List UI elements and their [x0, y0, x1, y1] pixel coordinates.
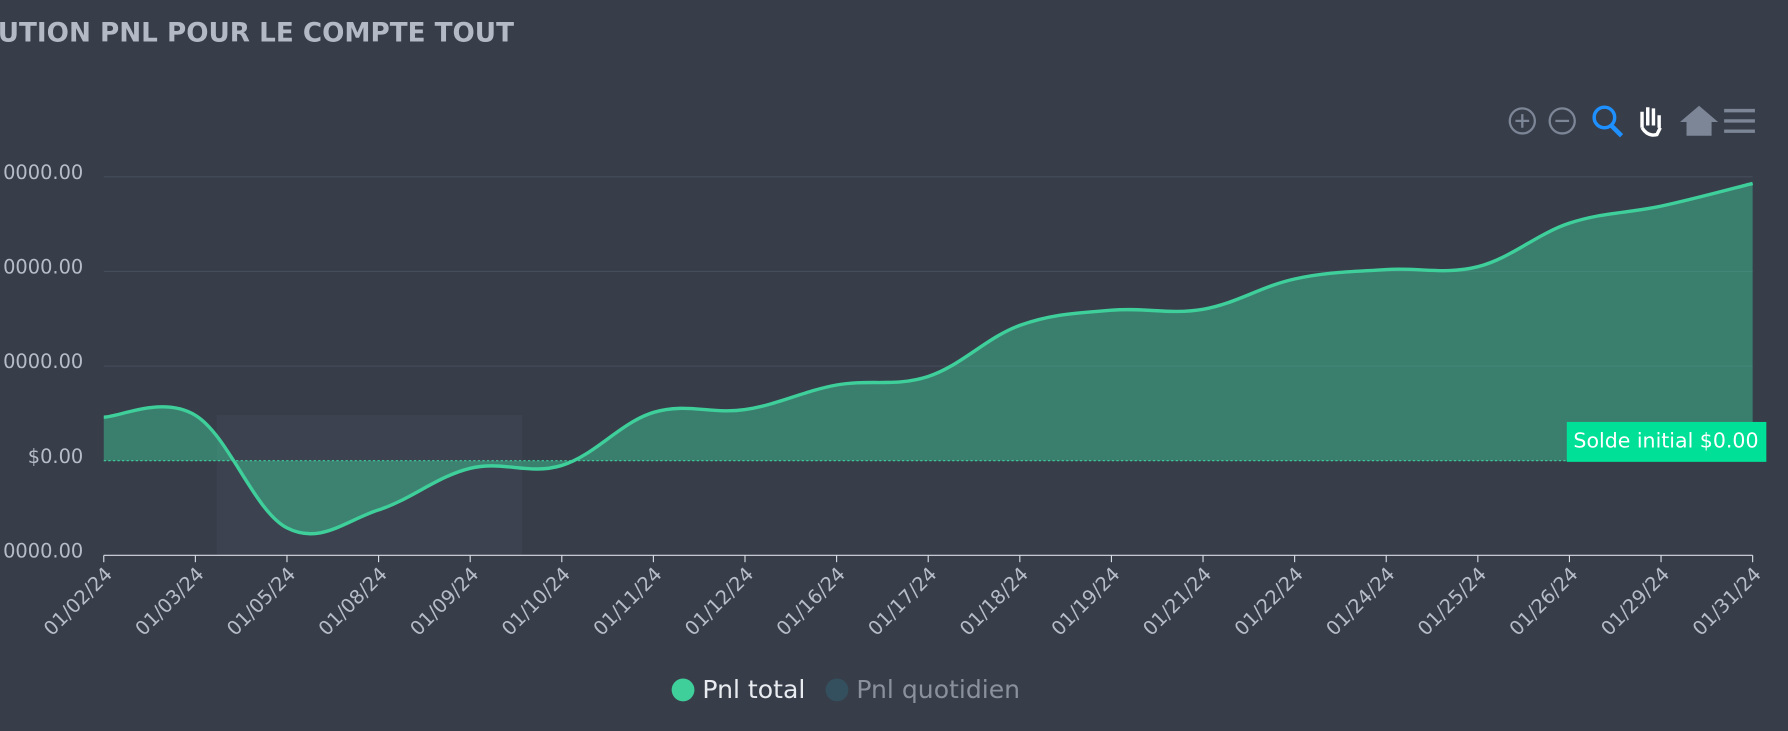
- legend-marker: [671, 678, 695, 702]
- x-tick-label: 01/24/24: [1322, 562, 1400, 640]
- x-tick-label: 01/31/24: [1688, 562, 1766, 640]
- legend-label: Pnl quotidien: [856, 675, 1020, 704]
- line: [103, 181, 1754, 536]
- x-tick-label: 01/09/24: [406, 562, 484, 640]
- home-icon[interactable]: [1680, 105, 1719, 136]
- legend-marker: [825, 678, 849, 702]
- menu-icon[interactable]: [1724, 108, 1755, 133]
- x-tick-label: 01/16/24: [772, 562, 850, 640]
- annotation-box: [1566, 421, 1767, 462]
- x-tick-label: 01/29/24: [1596, 562, 1674, 640]
- x-tick-label: 01/08/24: [314, 562, 392, 640]
- x-tick-label: 01/18/24: [955, 562, 1033, 640]
- legend-label: Pnl total: [702, 675, 805, 704]
- x-tick-label: 01/11/24: [589, 562, 667, 640]
- x-tick-label: 01/25/24: [1413, 562, 1491, 640]
- toolbar: [1508, 105, 1755, 138]
- x-tick-label: 01/19/24: [1047, 562, 1125, 640]
- pan-icon[interactable]: [1640, 107, 1662, 137]
- y-tick-label: 0000.00: [3, 256, 83, 279]
- x-tick-label: 01/17/24: [864, 562, 942, 640]
- zoom-out-icon[interactable]: [1548, 107, 1576, 135]
- x-tick-label: 01/10/24: [497, 562, 575, 640]
- x-tick-label: 01/03/24: [131, 562, 209, 640]
- x-tick-label: 01/22/24: [1230, 562, 1308, 640]
- x-tick-label: 01/12/24: [680, 562, 758, 640]
- area: [103, 183, 1753, 534]
- chart-title: UTION PNL POUR LE COMPTE TOUT: [0, 19, 514, 49]
- zoom-selection: [216, 415, 523, 556]
- zoom-in-icon[interactable]: [1508, 107, 1536, 135]
- x-tick-label: 01/02/24: [39, 562, 117, 640]
- y-tick-label: $0.00: [28, 445, 83, 468]
- x-tick-label: 01/05/24: [222, 562, 300, 640]
- annotation: Solde initial $0.00: [1573, 428, 1758, 452]
- x-tick-label: 01/21/24: [1138, 562, 1216, 640]
- x-tick-label: 01/26/24: [1505, 562, 1583, 640]
- y-tick-label: 0000.00: [3, 350, 83, 373]
- y-tick-label: 0000.00: [3, 539, 83, 562]
- zoom-select-icon[interactable]: [1592, 105, 1617, 130]
- y-tick-label: 0000.00: [3, 161, 83, 184]
